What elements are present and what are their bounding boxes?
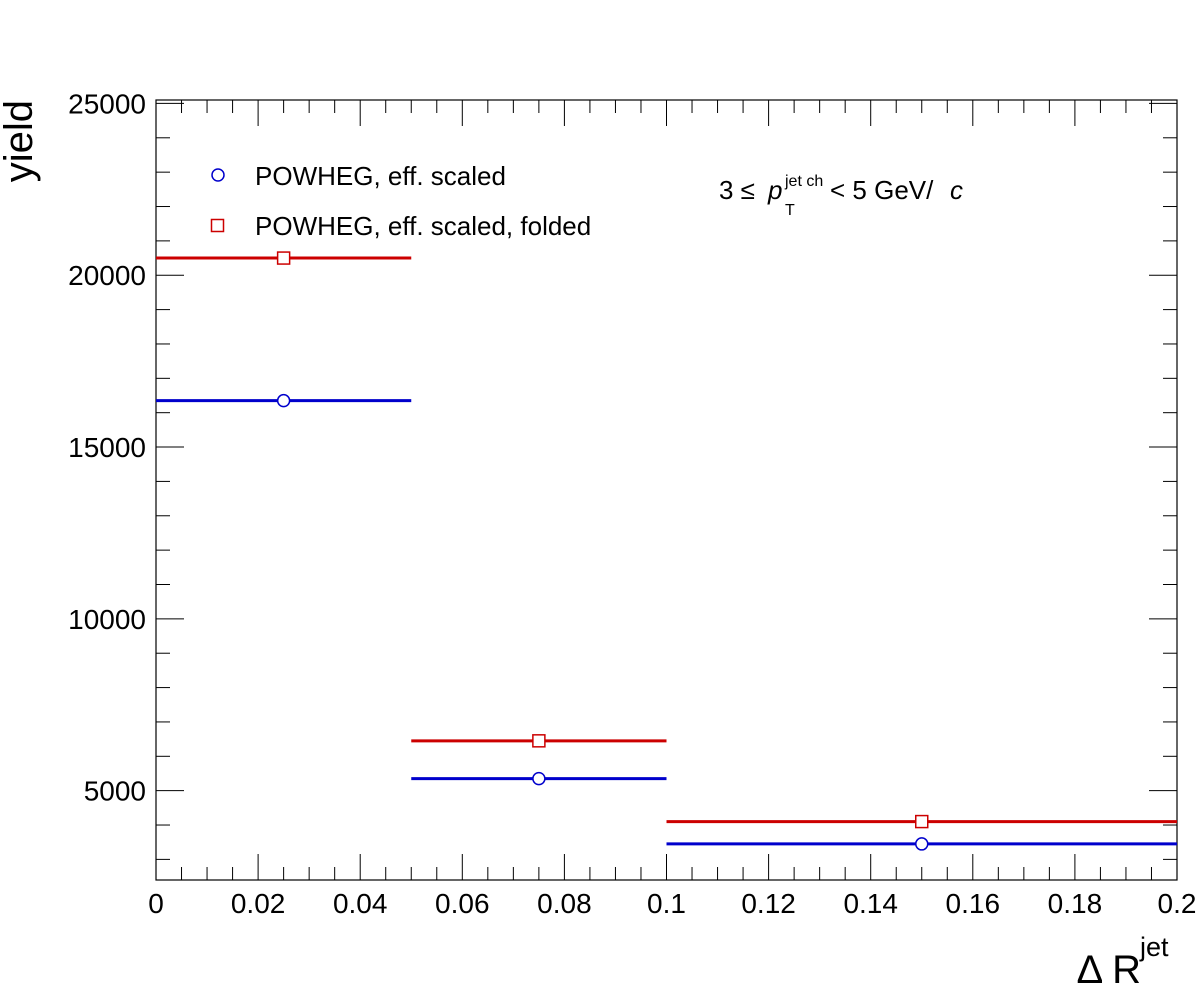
series-eff-scaled	[156, 393, 1177, 851]
x-tick-label: 0.16	[946, 888, 1001, 919]
y-tick-label: 25000	[68, 88, 146, 119]
legend-marker-circle	[211, 168, 225, 182]
annotation-superscript: jet ch	[784, 173, 823, 190]
annotation-subscript: T	[785, 202, 795, 219]
annotation-c: c	[950, 175, 963, 205]
data-point-square	[276, 251, 291, 265]
x-tick-label: 0.12	[741, 888, 796, 919]
legend-marker-square	[210, 218, 225, 233]
annotation-suffix: < 5 GeV/	[830, 175, 934, 205]
x-tick-label: 0.08	[537, 888, 592, 919]
series-eff-scaled-folded	[156, 251, 1177, 829]
data-point-square	[915, 814, 929, 829]
x-tick-labels: 0 0.02 0.04 0.06 0.08 0.1 0.12 0.14 0.16 0.18 0.2	[148, 888, 1196, 919]
x-tick-label: 0	[148, 888, 164, 919]
y-tick-label: 10000	[68, 604, 146, 635]
x-axis-title: Δ R	[1076, 948, 1141, 992]
annotation-prefix: 3 ≤	[719, 175, 755, 205]
pt-range-annotation: 3 ≤ p jet ch T < 5 GeV/ c	[719, 173, 963, 219]
y-axis-title: yield	[0, 100, 41, 182]
x-tick-label: 0.14	[843, 888, 898, 919]
x-tick-label: 0.18	[1048, 888, 1103, 919]
legend-label-eff-scaled: POWHEG, eff. scaled	[255, 161, 506, 191]
y-tick-label: 15000	[68, 432, 146, 463]
x-tick-label: 0.1	[647, 888, 686, 919]
data-point-circle	[276, 393, 291, 408]
data-point-square	[532, 734, 546, 748]
y-tick-label: 5000	[84, 776, 146, 807]
x-tick-label: 0.2	[1158, 888, 1197, 919]
x-axis-title-superscript: jet	[1139, 932, 1169, 962]
annotation-p: p	[767, 175, 782, 205]
y-tick-label: 20000	[68, 260, 146, 291]
legend: POWHEG, eff. scaled POWHEG, eff. scaled,…	[210, 161, 591, 241]
x-tick-label: 0.06	[435, 888, 490, 919]
data-series	[156, 251, 1177, 851]
data-point-circle	[532, 771, 546, 786]
data-point-circle	[915, 837, 929, 851]
y-tick-labels: 5000 10000 15000 20000 25000	[68, 88, 146, 806]
x-tick-label: 0.02	[231, 888, 286, 919]
axis-ticks	[155, 100, 1178, 880]
x-tick-label: 0.04	[333, 888, 388, 919]
legend-label-eff-scaled-folded: POWHEG, eff. scaled, folded	[255, 211, 591, 241]
